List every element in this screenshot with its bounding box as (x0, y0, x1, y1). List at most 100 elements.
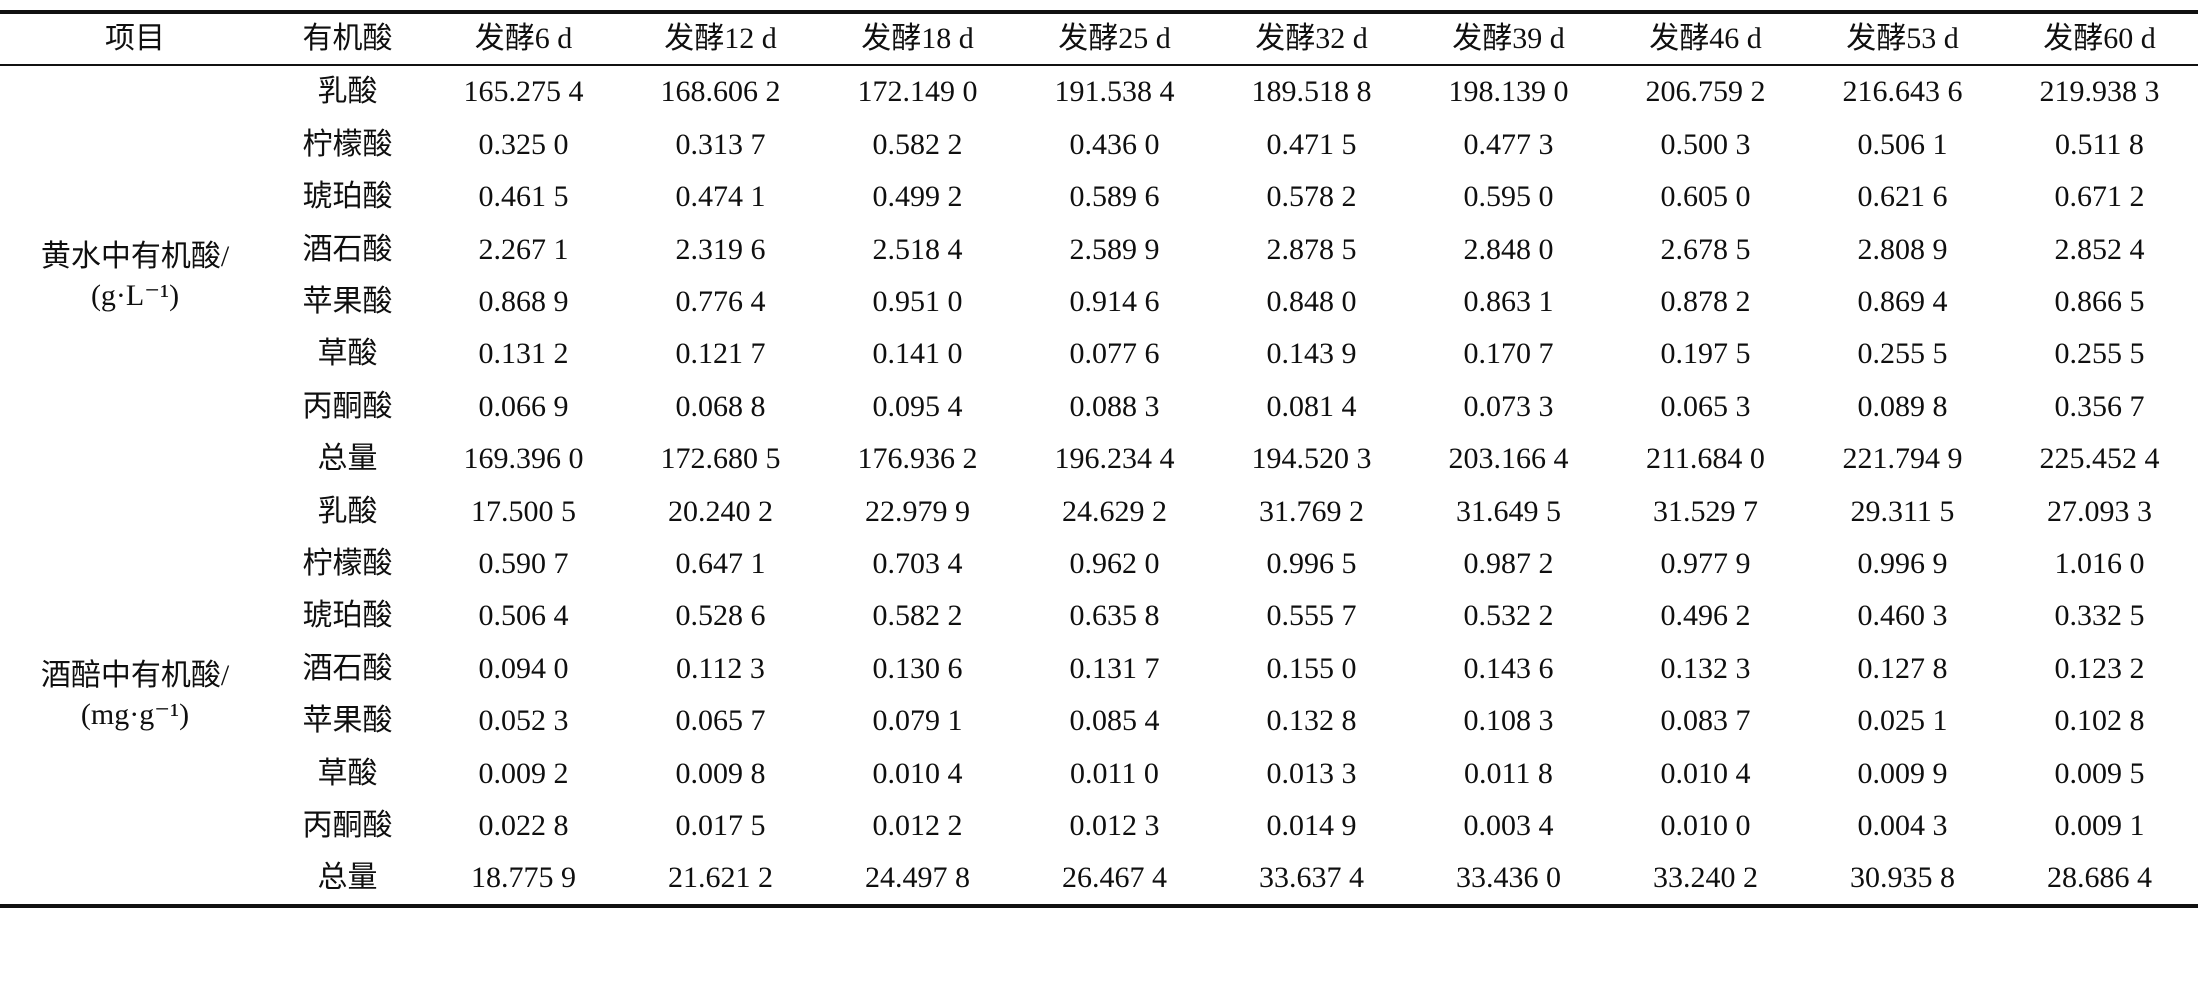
value-cell: 0.471 5 (1266, 127, 1357, 161)
value-cell: 169.396 0 (463, 442, 584, 476)
value-cell: 216.643 6 (1842, 75, 1963, 109)
value-cell: 0.141 0 (872, 337, 963, 371)
value-cell: 0.112 3 (676, 651, 765, 685)
value-cell: 206.759 2 (1645, 75, 1766, 109)
value-cell: 33.240 2 (1653, 861, 1758, 895)
acid-name-cell: 乳酸 (317, 75, 378, 109)
value-cell: 0.996 9 (1857, 546, 1948, 580)
value-cell: 0.077 6 (1069, 337, 1160, 371)
value-cell: 2.267 1 (478, 232, 569, 266)
acid-name-cell: 苹果酸 (302, 285, 393, 318)
group-unit-label: (mg·g⁻¹) (80, 697, 190, 731)
table-row: 草酸 0.131 2 0.121 7 0.141 0 0.077 6 0.143 9 0.1… (0, 328, 2198, 380)
value-cell: 0.506 4 (478, 599, 569, 633)
table-row: 琥珀酸 0.506 4 0.528 6 0.582 2 0.635 8 0.555 7 0.… (0, 590, 2198, 642)
value-cell: 31.769 2 (1259, 494, 1364, 528)
value-cell: 0.962 0 (1069, 546, 1160, 580)
table-row: 丙酮酸 0.066 9 0.068 8 0.095 4 0.088 3 0.081 4 0.… (0, 380, 2198, 432)
value-cell: 176.936 2 (857, 442, 978, 476)
table-row: 柠檬酸 0.325 0 0.313 7 0.582 2 0.436 0 0.471 5 0.… (0, 118, 2198, 170)
table-row: 苹果酸 0.868 9 0.776 4 0.951 0 0.914 6 0.848 0 0.… (0, 276, 2198, 328)
value-cell: 2.678 5 (1660, 232, 1751, 266)
value-cell: 29.311 5 (1850, 494, 1955, 528)
value-cell: 31.529 7 (1653, 494, 1758, 528)
table-row: 丙酮酸 0.022 8 0.017 5 0.012 2 0.012 3 0.014 9 0.… (0, 799, 2198, 851)
value-cell: 27.093 3 (2047, 494, 2152, 528)
value-cell: 0.073 3 (1463, 389, 1554, 423)
value-cell: 0.356 7 (2054, 389, 2145, 423)
value-cell: 0.582 2 (872, 599, 963, 633)
value-cell: 191.538 4 (1054, 75, 1175, 109)
value-cell: 21.621 2 (668, 861, 773, 895)
header-cell: 有机酸 (302, 22, 393, 56)
value-cell: 0.477 3 (1463, 127, 1554, 161)
value-cell: 198.139 0 (1448, 75, 1569, 109)
acid-name-cell: 酒石酸 (302, 651, 393, 685)
value-cell: 0.014 9 (1266, 808, 1357, 842)
value-cell: 2.808 9 (1857, 232, 1948, 266)
value-cell: 1.016 0 (2054, 546, 2145, 580)
group-item-name: 酒醅中有机酸/ (40, 658, 230, 692)
value-cell: 0.863 1 (1463, 285, 1554, 318)
value-cell: 0.578 2 (1266, 180, 1357, 214)
value-cell: 0.635 8 (1069, 599, 1160, 633)
acid-name-cell: 琥珀酸 (302, 180, 393, 214)
value-cell: 196.234 4 (1054, 442, 1175, 476)
acid-name-cell: 酒石酸 (302, 232, 393, 266)
value-cell: 0.089 8 (1857, 389, 1948, 423)
value-cell: 0.065 7 (675, 704, 766, 738)
header-cell: 发酵32 d (1255, 22, 1368, 56)
value-cell: 221.794 9 (1842, 442, 1963, 476)
value-cell: 0.170 7 (1463, 337, 1554, 371)
value-cell: 0.012 3 (1069, 808, 1160, 842)
header-cell: 发酵46 d (1649, 22, 1762, 56)
value-cell: 0.065 3 (1660, 389, 1751, 423)
value-cell: 0.528 6 (675, 599, 766, 633)
value-cell: 0.132 3 (1660, 651, 1751, 685)
value-cell: 0.703 4 (872, 546, 963, 580)
header-cell: 发酵60 d (2043, 22, 2156, 56)
header-cell: 发酵25 d (1058, 22, 1171, 56)
value-cell: 0.095 4 (872, 389, 963, 423)
value-cell: 0.009 1 (2054, 808, 2145, 842)
value-cell: 0.009 5 (2054, 756, 2145, 790)
value-cell: 0.009 9 (1857, 756, 1948, 790)
value-cell: 0.143 9 (1266, 337, 1357, 371)
value-cell: 0.085 4 (1069, 704, 1160, 738)
value-cell: 0.132 8 (1266, 704, 1357, 738)
value-cell: 0.003 4 (1463, 808, 1554, 842)
value-cell: 2.589 9 (1069, 232, 1160, 266)
value-cell: 0.255 5 (2054, 337, 2145, 371)
acid-name-cell: 乳酸 (317, 494, 378, 528)
value-cell: 211.684 0 (1646, 442, 1765, 476)
value-cell: 0.590 7 (478, 546, 569, 580)
value-cell: 0.094 0 (478, 651, 569, 685)
value-cell: 165.275 4 (463, 75, 584, 109)
value-cell: 0.589 6 (1069, 180, 1160, 214)
value-cell: 172.149 0 (857, 75, 978, 109)
header-cell: 项目 (105, 22, 165, 56)
value-cell: 0.009 8 (675, 756, 766, 790)
value-cell: 0.878 2 (1660, 285, 1751, 318)
value-cell: 168.606 2 (660, 75, 781, 109)
value-cell: 24.629 2 (1062, 494, 1167, 528)
value-cell: 31.649 5 (1456, 494, 1561, 528)
value-cell: 0.776 4 (675, 285, 766, 318)
table-row: 黄水中有机酸/ (g·L⁻¹) 乳酸 165.275 4 168.606 2 172.14… (0, 65, 2198, 311)
acid-name-cell: 苹果酸 (302, 704, 393, 738)
value-cell: 0.532 2 (1463, 599, 1554, 633)
table-header-row: 项目 有机酸 发酵6 d 发酵12 d 发酵18 d 发酵25 d 发酵32 d 发酵39 d… (0, 12, 2198, 65)
value-cell: 0.081 4 (1266, 389, 1357, 423)
table-row: 总量 169.396 0 172.680 5 176.936 2 196.234 4 19… (0, 433, 2198, 485)
value-cell: 0.332 5 (2054, 599, 2145, 633)
value-cell: 0.012 2 (872, 808, 963, 842)
group-item-name: 黄水中有机酸/ (40, 239, 230, 273)
value-cell: 2.518 4 (872, 232, 963, 266)
value-cell: 17.500 5 (471, 494, 576, 528)
group-label-cell: 酒醅中有机酸/ (mg·g⁻¹) (0, 485, 270, 906)
table-row: 酒石酸 0.094 0 0.112 3 0.130 6 0.131 7 0.155 0 0.… (0, 642, 2198, 694)
value-cell: 0.621 6 (1857, 180, 1948, 214)
value-cell: 0.010 4 (1660, 756, 1751, 790)
value-cell: 0.022 8 (478, 808, 569, 842)
